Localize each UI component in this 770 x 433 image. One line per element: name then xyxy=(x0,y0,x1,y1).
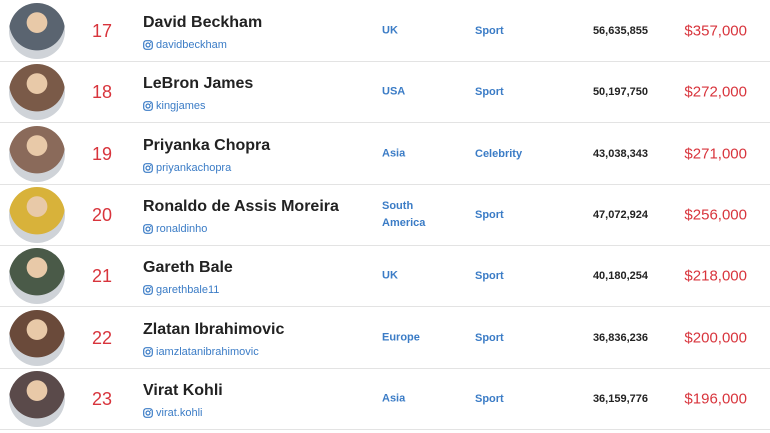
followers: 40,180,254 xyxy=(592,270,648,283)
followers: 43,038,343 xyxy=(592,147,648,160)
avatar xyxy=(9,125,65,182)
name: Ronaldo de Assis Moreira xyxy=(143,197,339,215)
name: LeBron James xyxy=(143,75,254,93)
handle-text: garethbale11 xyxy=(156,284,220,297)
followers: 47,072,924 xyxy=(592,208,648,221)
instagram-icon xyxy=(143,40,153,50)
region: Europe xyxy=(382,331,420,343)
price: $271,000 xyxy=(684,145,747,163)
category: Sport xyxy=(475,392,504,405)
rank: 23 xyxy=(91,388,113,409)
price: $357,000 xyxy=(684,22,747,40)
followers: 56,635,855 xyxy=(592,25,648,37)
followers: 50,197,750 xyxy=(592,86,648,99)
rank: 17 xyxy=(91,21,113,41)
instagram-icon xyxy=(143,162,153,173)
price: $272,000 xyxy=(684,83,747,101)
list-row: 23 Virat Kohli virat.kohli Asia Sport 36,159,… xyxy=(0,369,770,430)
category: Sport xyxy=(475,25,504,37)
list-row: 17 David Beckham davidbeckham UK Sport 56,635… xyxy=(0,1,770,62)
avatar xyxy=(9,3,65,59)
instagram-icon xyxy=(143,223,153,234)
list-row: 22 Zlatan Ibrahimovic iamzlatanibrahimovic… xyxy=(0,308,770,369)
region: UK xyxy=(382,24,398,37)
list-row: 21 Gareth Bale garethbale11 UK Sport 40,180,2… xyxy=(0,246,770,308)
handle[interactable]: priyankachopra xyxy=(143,162,231,174)
category: Sport xyxy=(475,331,504,344)
avatar xyxy=(9,64,65,121)
category: Sport xyxy=(475,270,504,283)
avatar xyxy=(9,248,65,305)
handle-text: iamzlatanibrahimovic xyxy=(156,345,259,358)
followers: 36,836,236 xyxy=(592,331,648,344)
handle-text: kingjames xyxy=(156,100,206,113)
name: Priyanka Chopra xyxy=(143,136,271,154)
handle[interactable]: iamzlatanibrahimovic xyxy=(143,346,259,358)
price: $196,000 xyxy=(684,390,747,408)
region: USA xyxy=(382,85,406,98)
handle-text: priyankachopra xyxy=(156,161,232,174)
handle-text: ronaldinho xyxy=(156,222,208,235)
handle[interactable]: virat.kohli xyxy=(143,407,202,419)
instagram-icon xyxy=(143,285,153,296)
handle-text: virat.kohli xyxy=(156,406,203,419)
price: $200,000 xyxy=(684,329,747,346)
instagram-icon xyxy=(143,407,153,418)
price: $256,000 xyxy=(684,206,747,224)
rank: 21 xyxy=(91,266,113,287)
handle[interactable]: davidbeckham xyxy=(143,39,227,51)
region: Asia xyxy=(382,147,406,160)
instagram-icon xyxy=(143,101,153,112)
rank: 19 xyxy=(91,143,113,164)
instagram-icon xyxy=(143,346,153,357)
category: Celebrity xyxy=(475,147,523,160)
rank: 22 xyxy=(91,327,113,348)
category: Sport xyxy=(475,208,504,221)
list-row: 19 Priyanka Chopra priyankachopra Asia Celeb… xyxy=(0,124,770,185)
name: Gareth Bale xyxy=(143,259,233,277)
handle[interactable]: ronaldinho xyxy=(143,223,207,235)
category: Sport xyxy=(475,86,504,99)
avatar xyxy=(9,309,65,366)
handle-text: davidbeckham xyxy=(156,39,227,51)
region: South America xyxy=(382,199,426,229)
handle[interactable]: kingjames xyxy=(143,100,206,112)
price: $218,000 xyxy=(684,267,747,285)
list-row: 18 LeBron James kingjames USA Sport 50,197,75… xyxy=(0,62,770,124)
name: David Beckham xyxy=(143,14,263,31)
rank: 20 xyxy=(91,204,113,225)
region: Asia xyxy=(382,392,406,405)
rank: 18 xyxy=(91,82,113,103)
list-row: 20 Ronaldo de Assis Moreira ronaldinho Sout… xyxy=(0,185,770,246)
followers: 36,159,776 xyxy=(592,392,648,405)
avatar xyxy=(9,370,65,427)
handle[interactable]: garethbale11 xyxy=(143,284,219,296)
avatar xyxy=(9,186,65,243)
region: UK xyxy=(382,269,398,282)
name: Virat Kohli xyxy=(143,381,223,399)
name: Zlatan Ibrahimovic xyxy=(143,320,285,338)
